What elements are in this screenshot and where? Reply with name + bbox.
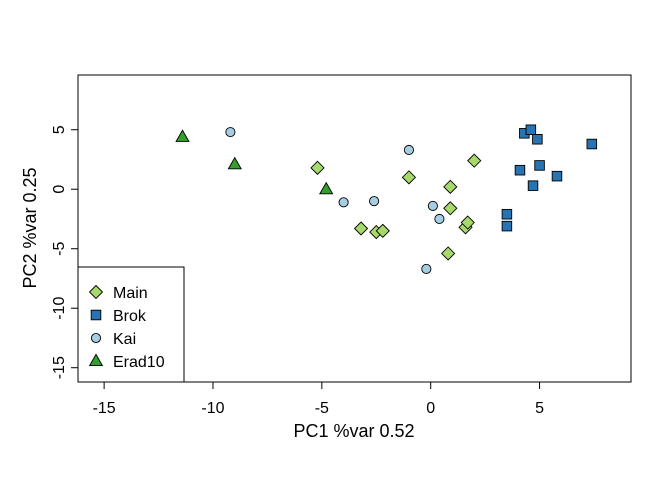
point-kai xyxy=(225,127,236,138)
point-kai xyxy=(369,196,380,207)
legend-key-erad10 xyxy=(88,353,104,367)
legend-label: Main xyxy=(113,285,148,302)
point-brok xyxy=(586,138,598,150)
point-brok xyxy=(534,160,545,171)
point-kai xyxy=(421,263,432,275)
point-brok xyxy=(501,208,513,220)
point-brok xyxy=(525,124,537,135)
y-tick-label: 5 xyxy=(51,125,68,134)
point-kai xyxy=(427,200,438,211)
legend-key-main xyxy=(88,284,104,300)
point-main xyxy=(443,179,458,194)
point-main xyxy=(401,170,417,185)
point-brok xyxy=(527,180,539,191)
point-main xyxy=(460,215,475,230)
x-tick-label: 0 xyxy=(426,400,435,417)
x-axis-title: PC1 %var 0.52 xyxy=(293,421,414,441)
legend-key-kai xyxy=(90,332,102,344)
y-tick-label: 0 xyxy=(51,185,68,194)
y-tick-label: -10 xyxy=(51,297,68,320)
point-main xyxy=(353,221,369,236)
legend-key-brok xyxy=(90,309,102,321)
point-main xyxy=(375,223,390,239)
y-tick-label: -15 xyxy=(51,356,68,379)
point-erad10 xyxy=(227,156,242,170)
point-erad10 xyxy=(175,129,190,142)
x-tick-label: -15 xyxy=(93,400,116,417)
point-kai xyxy=(434,213,445,225)
point-erad10 xyxy=(319,181,334,195)
point-kai xyxy=(338,197,349,208)
legend-label: Brok xyxy=(113,308,147,325)
x-tick-label: 5 xyxy=(535,400,544,417)
point-main xyxy=(467,153,482,168)
point-brok xyxy=(514,164,526,176)
point-main xyxy=(310,160,325,175)
point-brok xyxy=(551,170,563,182)
point-brok xyxy=(532,134,543,145)
legend-label: Kai xyxy=(113,331,136,348)
axes: -15 -10 -5 0 5 -15 -10 -5 0 5 xyxy=(51,125,544,417)
point-main xyxy=(440,246,456,261)
point-brok xyxy=(501,220,513,232)
legend: Main Brok Kai Erad10 xyxy=(77,266,185,383)
x-tick-label: -10 xyxy=(201,400,224,417)
legend-label: Erad10 xyxy=(113,354,165,371)
data-points xyxy=(175,124,598,275)
y-tick-label: -5 xyxy=(51,242,68,256)
x-tick-label: -5 xyxy=(315,400,329,417)
point-main xyxy=(443,201,458,216)
point-kai xyxy=(403,144,414,156)
y-axis-title: PC2 %var 0.25 xyxy=(20,167,40,288)
